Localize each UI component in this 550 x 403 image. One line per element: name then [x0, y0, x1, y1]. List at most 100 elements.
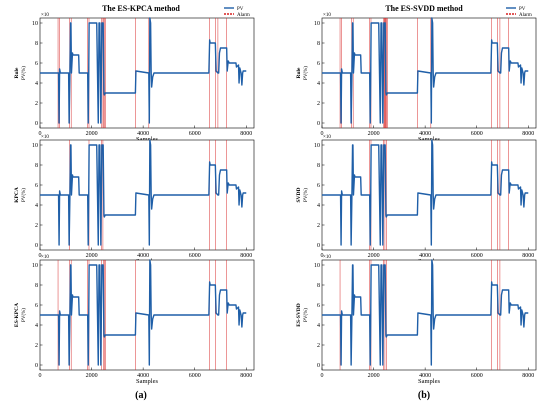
x-tick-label: 8000 — [240, 373, 252, 379]
pv-series-line — [322, 17, 529, 124]
x-axis-label: Samples — [418, 378, 440, 385]
y-axis-unit-label: PV(%) — [22, 188, 27, 202]
y-tick-label: 0 — [317, 243, 320, 249]
y-tick-label: 8 — [35, 283, 38, 289]
y-tick-label: 10 — [32, 21, 38, 27]
x-tick-label: 2000 — [368, 253, 380, 259]
y-axis-method-label: ES-KPCA — [14, 303, 20, 327]
y-tick-label: 4 — [317, 81, 320, 87]
y-axis-unit-label: PV(%) — [22, 66, 27, 80]
x-tick-label: 6000 — [189, 253, 201, 259]
y-tick-label: 4 — [317, 203, 320, 209]
x-tick-label: 0 — [321, 373, 324, 379]
y-tick-label: 6 — [35, 183, 38, 189]
y-exponent-label: ×10 — [323, 13, 331, 18]
x-tick-label: 8000 — [522, 131, 534, 137]
x-tick-label: 4000 — [137, 253, 149, 259]
x-axis-label: Samples — [136, 136, 158, 143]
right-figure-title: The ES-SVDD method — [385, 4, 463, 13]
y-tick-label: 8 — [317, 163, 320, 169]
y-tick-label: 8 — [317, 41, 320, 47]
y-axis-unit-label: PV(%) — [304, 308, 309, 322]
x-axis-label: Samples — [418, 136, 440, 143]
y-exponent-label: ×10 — [41, 255, 49, 260]
y-tick-label: 0 — [317, 121, 320, 127]
x-tick-label: 6000 — [471, 253, 483, 259]
x-tick-label: 8000 — [522, 373, 534, 379]
y-axis-method-label: KPCA — [14, 187, 20, 203]
pv-series-line — [40, 259, 247, 366]
y-axis-method-label: SVDD — [296, 187, 302, 202]
x-tick-label: 6000 — [471, 131, 483, 137]
x-tick-label: 4000 — [419, 253, 431, 259]
x-tick-label: 0 — [39, 373, 42, 379]
y-tick-label: 10 — [314, 143, 320, 149]
legend-pv-label: PV — [519, 7, 526, 12]
y-exponent-label: ×10 — [323, 135, 331, 140]
y-tick-label: 0 — [317, 363, 320, 369]
y-tick-label: 2 — [317, 223, 320, 229]
x-tick-label: 0 — [39, 253, 42, 259]
x-tick-label: 2000 — [86, 373, 98, 379]
y-axis-unit-label: PV(%) — [304, 66, 309, 80]
y-tick-label: 8 — [35, 41, 38, 47]
y-tick-label: 6 — [35, 61, 38, 67]
x-tick-label: 0 — [321, 131, 324, 137]
y-tick-label: 10 — [314, 21, 320, 27]
y-tick-label: 4 — [35, 203, 38, 209]
x-tick-label: 2000 — [86, 131, 98, 137]
legend-alarm-label: Alarm — [237, 13, 250, 18]
x-tick-label: 4000 — [419, 131, 431, 137]
x-tick-label: 6000 — [189, 373, 201, 379]
x-tick-label: 8000 — [240, 253, 252, 259]
y-tick-label: 8 — [35, 163, 38, 169]
x-tick-label: 0 — [321, 253, 324, 259]
y-tick-label: 2 — [35, 223, 38, 229]
y-tick-label: 10 — [314, 263, 320, 269]
left-caption: (a) — [135, 390, 147, 401]
y-tick-label: 10 — [32, 143, 38, 149]
x-tick-label: 2000 — [86, 253, 98, 259]
x-tick-label: 2000 — [368, 131, 380, 137]
y-tick-label: 2 — [35, 101, 38, 107]
y-exponent-label: ×10 — [41, 13, 49, 18]
x-tick-label: 6000 — [189, 131, 201, 137]
panel-b2: ×10024681002000400060008000SamplesSVDDPV… — [296, 135, 537, 265]
x-tick-label: 6000 — [471, 373, 483, 379]
y-axis-method-label: Rule — [14, 67, 20, 79]
legend-pv-label: PV — [237, 7, 244, 12]
x-tick-label: 8000 — [522, 253, 534, 259]
pv-series-line — [40, 139, 247, 246]
y-tick-label: 0 — [35, 121, 38, 127]
pv-series-line — [40, 17, 247, 124]
y-tick-label: 6 — [317, 183, 320, 189]
right-caption: (b) — [418, 390, 430, 401]
y-tick-label: 2 — [317, 343, 320, 349]
left-figure-title: The ES-KPCA method — [102, 4, 180, 13]
y-tick-label: 8 — [317, 283, 320, 289]
y-exponent-label: ×10 — [41, 135, 49, 140]
y-tick-label: 6 — [317, 303, 320, 309]
y-tick-label: 0 — [35, 243, 38, 249]
y-tick-label: 4 — [35, 81, 38, 87]
x-tick-label: 4000 — [137, 131, 149, 137]
x-tick-label: 8000 — [240, 131, 252, 137]
y-tick-label: 4 — [317, 323, 320, 329]
y-axis-method-label: Rule — [296, 67, 302, 79]
y-exponent-label: ×10 — [323, 255, 331, 260]
y-axis-unit-label: PV(%) — [304, 188, 309, 202]
y-axis-method-label: ES-SVDD — [296, 303, 302, 327]
y-tick-label: 0 — [35, 363, 38, 369]
y-tick-label: 6 — [317, 61, 320, 67]
pv-series-line — [322, 259, 529, 366]
x-tick-label: 4000 — [419, 373, 431, 379]
y-tick-label: 2 — [35, 343, 38, 349]
x-axis-label: Samples — [136, 378, 158, 385]
x-tick-label: 0 — [39, 131, 42, 137]
y-axis-unit-label: PV(%) — [22, 308, 27, 322]
